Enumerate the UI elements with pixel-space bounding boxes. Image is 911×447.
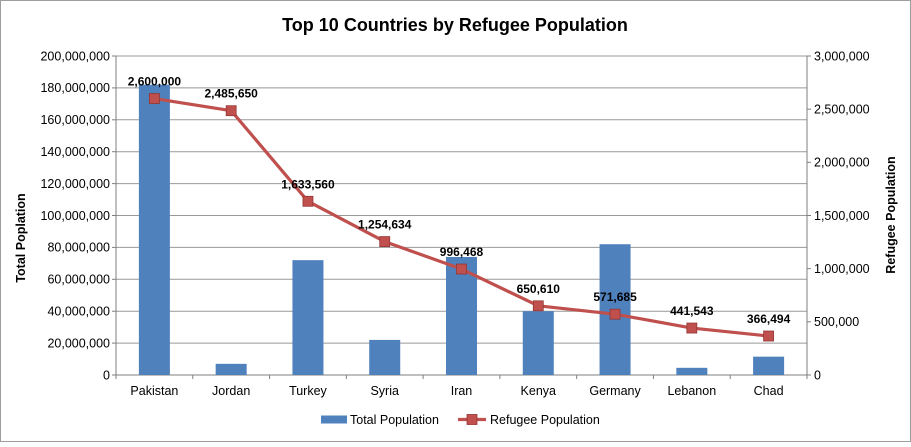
category-label-turkey: Turkey bbox=[289, 384, 327, 398]
bar-turkey bbox=[292, 260, 324, 375]
right-axis-tick-label: 2,500,000 bbox=[814, 102, 870, 116]
left-axis-tick-label: 40,000,000 bbox=[47, 305, 110, 319]
line-series-layer bbox=[148, 93, 775, 342]
bar-kenya bbox=[522, 311, 554, 375]
right-axis-tick-label: 500,000 bbox=[814, 315, 859, 329]
left-axis-tick-label: 160,000,000 bbox=[40, 113, 110, 127]
line-marker-turkey bbox=[302, 195, 314, 207]
right-axis-title: Refugee Population bbox=[884, 156, 898, 273]
line-marker-germany bbox=[609, 308, 621, 320]
labels-layer: 0 20,000,000 40,000,000 60,000,000 80,000,00… bbox=[40, 49, 869, 398]
category-label-pakistan: Pakistan bbox=[130, 384, 178, 398]
chart-title: Top 10 Countries by Refugee Population bbox=[282, 15, 628, 35]
left-axis-tick-label: 100,000,000 bbox=[40, 209, 110, 223]
category-label-kenya: Kenya bbox=[521, 384, 556, 398]
right-axis-tick-label: 1,000,000 bbox=[814, 262, 870, 276]
left-axis-tick-label: 60,000,000 bbox=[47, 273, 110, 287]
right-axis-tick-label: 0 bbox=[814, 368, 821, 382]
left-axis-tick-label: 0 bbox=[103, 368, 110, 382]
line-marker-lebanon bbox=[686, 322, 698, 334]
legend-item-refugee-population: Refugee Population bbox=[458, 413, 600, 427]
legend-label-refugee-population: Refugee Population bbox=[490, 413, 600, 427]
category-label-iran: Iran bbox=[451, 384, 473, 398]
legend-label-total-population: Total Population bbox=[350, 413, 439, 427]
bar-jordan bbox=[215, 363, 247, 375]
line-marker-chad bbox=[763, 330, 775, 342]
line-marker-pakistan bbox=[148, 93, 160, 104]
bar-pakistan bbox=[138, 84, 170, 376]
line-marker-iran bbox=[456, 263, 467, 275]
legend: Total Population Refugee Population bbox=[321, 413, 600, 427]
category-label-jordan: Jordan bbox=[212, 384, 250, 398]
line-marker-jordan bbox=[225, 105, 237, 117]
data-label-syria: 1,254,634 bbox=[358, 218, 412, 232]
line-marker-kenya bbox=[532, 300, 544, 312]
left-axis-tick-label: 80,000,000 bbox=[47, 241, 110, 255]
data-label-jordan: 2,485,650 bbox=[204, 87, 258, 101]
data-label-turkey: 1,633,560 bbox=[281, 177, 335, 191]
bar-chad bbox=[753, 356, 785, 375]
data-label-lebanon: 441,543 bbox=[670, 304, 714, 318]
line-marker-syria bbox=[379, 236, 391, 247]
category-label-lebanon: Lebanon bbox=[667, 384, 716, 398]
legend-swatch-marker bbox=[466, 414, 478, 425]
left-axis-tick-label: 20,000,000 bbox=[47, 336, 110, 350]
left-axis-title: Total Poplation bbox=[14, 193, 28, 282]
right-axis-tick-label: 3,000,000 bbox=[814, 49, 870, 63]
data-label-kenya: 650,610 bbox=[517, 282, 561, 296]
legend-swatch-bar bbox=[321, 415, 347, 424]
legend-item-total-population: Total Population bbox=[321, 413, 439, 427]
category-label-chad: Chad bbox=[754, 384, 784, 398]
left-axis-tick-label: 200,000,000 bbox=[40, 49, 110, 63]
category-label-syria: Syria bbox=[370, 384, 399, 398]
data-label-chad: 366,494 bbox=[747, 312, 791, 326]
left-axis-tick-label: 120,000,000 bbox=[40, 177, 110, 191]
category-label-germany: Germany bbox=[589, 384, 641, 398]
bar-series-layer bbox=[138, 84, 785, 376]
left-axis-tick-label: 180,000,000 bbox=[40, 81, 110, 95]
right-axis-tick-label: 1,500,000 bbox=[814, 209, 870, 223]
bar-iran bbox=[446, 256, 477, 375]
bar-syria bbox=[369, 339, 401, 375]
data-label-pakistan: 2,600,000 bbox=[128, 75, 182, 89]
bar-lebanon bbox=[676, 367, 708, 375]
gridlines-layer bbox=[116, 55, 807, 344]
left-axis-tick-label: 140,000,000 bbox=[40, 145, 110, 159]
data-label-iran: 996,468 bbox=[440, 245, 484, 259]
data-label-germany: 571,685 bbox=[593, 290, 637, 304]
right-axis-tick-label: 2,000,000 bbox=[814, 156, 870, 170]
